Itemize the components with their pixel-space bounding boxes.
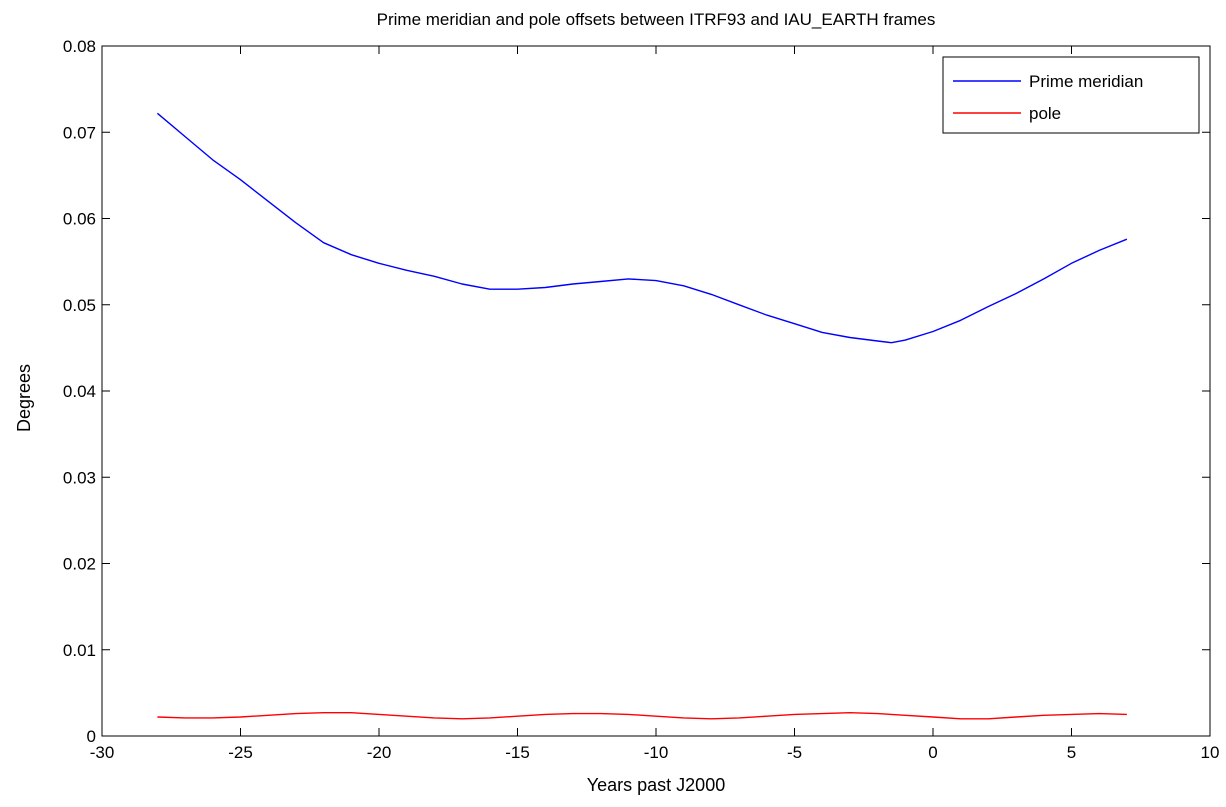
x-tick-label: 5 — [1067, 743, 1076, 762]
chart-title: Prime meridian and pole offsets between … — [377, 10, 936, 29]
legend-label: pole — [1029, 104, 1061, 123]
legend-box — [942, 56, 1200, 134]
x-tick-label: -5 — [787, 743, 802, 762]
y-tick-label: 0.04 — [63, 382, 96, 401]
axes: -30 -25 -20 -15 -10 -5 0 5 10 0 0.01 0.02 0.03 0.04 0.… — [63, 37, 1220, 762]
y-tick-label: 0 — [87, 727, 96, 746]
x-axis-label: Years past J2000 — [587, 775, 725, 795]
y-tick-label: 0.08 — [63, 37, 96, 56]
x-tick-label: -10 — [644, 743, 669, 762]
x-tick-label: 0 — [928, 743, 937, 762]
y-tick-label: 0.06 — [63, 210, 96, 229]
x-tick-label: -15 — [505, 743, 530, 762]
x-tick-label: -20 — [367, 743, 392, 762]
legend-label: Prime meridian — [1029, 72, 1143, 91]
legend: Prime meridian pole — [942, 56, 1200, 134]
y-tick-label: 0.07 — [63, 123, 96, 142]
plot-frame — [101, 45, 1211, 737]
y-tick-label: 0.05 — [63, 296, 96, 315]
x-tick-label: -30 — [90, 743, 115, 762]
series-line-pole — [157, 712, 1127, 720]
x-tick-label: 10 — [1201, 743, 1220, 762]
x-tick-label: -25 — [228, 743, 253, 762]
y-tick-label: 0.01 — [63, 641, 96, 660]
series-line-prime-meridian — [156, 112, 1128, 344]
y-tick-label: 0.03 — [63, 468, 96, 487]
y-tick-label: 0.02 — [63, 555, 96, 574]
y-axis-label: Degrees — [14, 364, 34, 432]
plot-area — [156, 112, 1128, 720]
